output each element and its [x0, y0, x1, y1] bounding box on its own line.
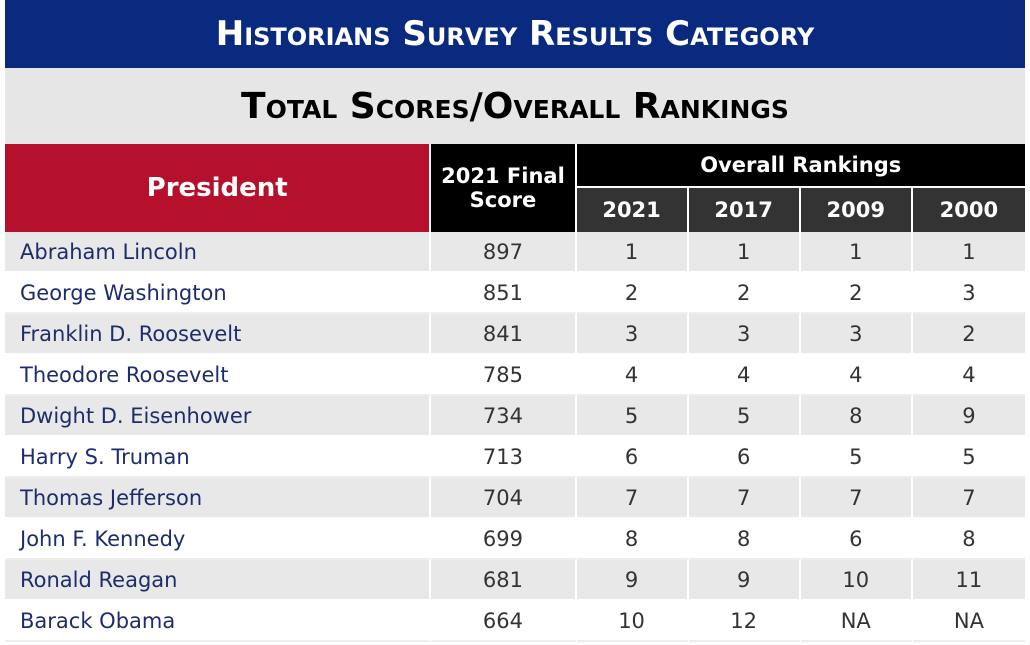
table-row: Dwight D. Eisenhower 734 5 5 8 9 — [5, 396, 1025, 437]
rank-2009: 4 — [800, 355, 913, 396]
table-row: Abraham Lincoln 897 1 1 1 1 — [5, 232, 1025, 273]
final-score: 699 — [431, 519, 577, 560]
president-name: Thomas Jefferson — [5, 478, 432, 519]
table-header: President 2021 Final Score Overall Ranki… — [5, 144, 1025, 232]
president-name: Dwight D. Eisenhower — [5, 396, 432, 437]
year-header-2009: 2009 — [800, 188, 913, 232]
final-score: 897 — [431, 232, 577, 273]
rankings-table: President 2021 Final Score Overall Ranki… — [5, 144, 1025, 642]
rank-2021: 7 — [576, 478, 689, 519]
page-title: Historians Survey Results Category — [5, 0, 1025, 68]
rank-2000: 2 — [912, 314, 1025, 355]
rank-2000: 11 — [912, 560, 1025, 601]
president-name: John F. Kennedy — [5, 519, 432, 560]
overall-rankings-header: Overall Rankings — [576, 144, 1025, 188]
rank-2009: 3 — [800, 314, 913, 355]
rank-2017: 12 — [688, 601, 801, 642]
rank-2021: 9 — [576, 560, 689, 601]
rank-2000: 5 — [912, 437, 1025, 478]
rank-2009: 2 — [800, 273, 913, 314]
final-score: 851 — [431, 273, 577, 314]
table-row: Theodore Roosevelt 785 4 4 4 4 — [5, 355, 1025, 396]
final-score: 664 — [431, 601, 577, 642]
table-row: Ronald Reagan 681 9 9 10 11 — [5, 560, 1025, 601]
table-row: Barack Obama 664 10 12 NA NA — [5, 601, 1025, 642]
president-name: George Washington — [5, 273, 432, 314]
final-score: 785 — [431, 355, 577, 396]
rank-2021: 8 — [576, 519, 689, 560]
rank-2000: 7 — [912, 478, 1025, 519]
rank-2017: 6 — [688, 437, 801, 478]
final-score: 734 — [431, 396, 577, 437]
rank-2021: 3 — [576, 314, 689, 355]
final-score: 713 — [431, 437, 577, 478]
final-score-column-header: 2021 Final Score — [431, 144, 577, 232]
table-row: Thomas Jefferson 704 7 7 7 7 — [5, 478, 1025, 519]
rank-2000: 3 — [912, 273, 1025, 314]
table-row: Harry S. Truman 713 6 6 5 5 — [5, 437, 1025, 478]
rank-2009: 1 — [800, 232, 913, 273]
rank-2000: 9 — [912, 396, 1025, 437]
rank-2009: 7 — [800, 478, 913, 519]
rank-2017: 1 — [688, 232, 801, 273]
president-name: Harry S. Truman — [5, 437, 432, 478]
rank-2017: 4 — [688, 355, 801, 396]
rank-2009: 10 — [800, 560, 913, 601]
rank-2009: 5 — [800, 437, 913, 478]
president-name: Theodore Roosevelt — [5, 355, 432, 396]
final-score: 681 — [431, 560, 577, 601]
rank-2021: 6 — [576, 437, 689, 478]
page-subtitle: Total Scores/Overall Rankings — [5, 68, 1025, 144]
rank-2017: 3 — [688, 314, 801, 355]
table-row: John F. Kennedy 699 8 8 6 8 — [5, 519, 1025, 560]
table-row: Franklin D. Roosevelt 841 3 3 3 2 — [5, 314, 1025, 355]
rank-2009: 6 — [800, 519, 913, 560]
president-name: Ronald Reagan — [5, 560, 432, 601]
table-body: Abraham Lincoln 897 1 1 1 1 George Washi… — [5, 232, 1025, 642]
president-name: Franklin D. Roosevelt — [5, 314, 432, 355]
rank-2017: 5 — [688, 396, 801, 437]
rank-2021: 4 — [576, 355, 689, 396]
rank-2017: 9 — [688, 560, 801, 601]
final-score: 841 — [431, 314, 577, 355]
president-name: Barack Obama — [5, 601, 432, 642]
rank-2000: 1 — [912, 232, 1025, 273]
rank-2017: 8 — [688, 519, 801, 560]
table-row: George Washington 851 2 2 2 3 — [5, 273, 1025, 314]
final-score-header-line1: 2021 Final — [441, 164, 565, 188]
rank-2017: 7 — [688, 478, 801, 519]
rank-2009: 8 — [800, 396, 913, 437]
year-header-2000: 2000 — [912, 188, 1025, 232]
year-header-2021: 2021 — [576, 188, 689, 232]
rank-2000: 4 — [912, 355, 1025, 396]
final-score-header-line2: Score — [469, 188, 537, 212]
president-column-header: President — [5, 144, 432, 232]
rank-2021: 1 — [576, 232, 689, 273]
final-score: 704 — [431, 478, 577, 519]
rank-2000: 8 — [912, 519, 1025, 560]
president-name: Abraham Lincoln — [5, 232, 432, 273]
rank-2021: 5 — [576, 396, 689, 437]
rank-2017: 2 — [688, 273, 801, 314]
year-header-2017: 2017 — [688, 188, 801, 232]
rank-2009: NA — [800, 601, 913, 642]
rank-2021: 10 — [576, 601, 689, 642]
rank-2021: 2 — [576, 273, 689, 314]
rank-2000: NA — [912, 601, 1025, 642]
